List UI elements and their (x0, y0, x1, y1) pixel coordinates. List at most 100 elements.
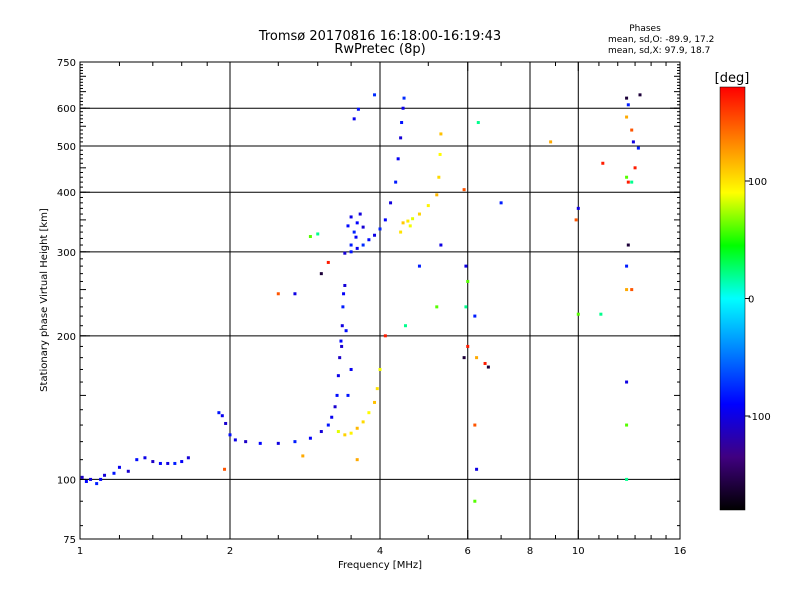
data-point (135, 458, 139, 462)
x-tick-label: 6 (465, 546, 471, 557)
y-tick-label: 400 (57, 188, 76, 199)
data-point (112, 471, 116, 475)
data-point (373, 233, 377, 237)
data-point (411, 217, 415, 221)
data-point (417, 212, 421, 216)
data-point (549, 140, 553, 144)
data-point (352, 117, 356, 121)
data-point (483, 361, 487, 365)
data-point (316, 232, 320, 236)
data-point (220, 414, 224, 418)
y-tick-label: 100 (57, 475, 76, 486)
data-point (574, 218, 578, 222)
data-point (346, 224, 350, 228)
data-point (439, 132, 443, 136)
data-point (625, 264, 629, 268)
data-point (186, 456, 190, 460)
data-point (403, 324, 407, 328)
data-point (84, 479, 88, 483)
data-point (630, 128, 634, 132)
y-tick-label: 300 (57, 248, 76, 259)
data-point (355, 458, 359, 462)
data-point (349, 431, 353, 435)
data-point (625, 288, 629, 292)
data-point (475, 467, 479, 471)
data-point (341, 305, 345, 309)
data-point (466, 279, 470, 283)
data-point (475, 356, 479, 360)
data-point (151, 460, 155, 464)
data-point (349, 250, 353, 254)
chart-title-line1: Tromsø 20170816 16:18:00-16:19:43 (258, 29, 501, 44)
legend-line-x: mean, sd,X: 97.9, 18.7 (608, 46, 710, 56)
data-point (576, 312, 580, 316)
data-point (343, 433, 347, 437)
data-point (355, 221, 359, 225)
data-point (358, 212, 362, 216)
data-point (89, 477, 93, 481)
data-point (626, 103, 630, 107)
data-point (373, 93, 377, 97)
data-point (394, 180, 398, 184)
data-point (406, 219, 410, 223)
data-point (355, 426, 359, 430)
y-tick-label: 500 (57, 142, 76, 153)
data-point (244, 440, 248, 444)
data-point (346, 393, 350, 397)
data-point (373, 400, 377, 404)
data-point (319, 430, 323, 434)
data-point (401, 106, 405, 110)
data-point (361, 420, 365, 424)
colorbar-tick-label: 0 (748, 295, 754, 306)
data-point (158, 461, 162, 465)
legend-heading: Phases (629, 24, 661, 34)
data-point (217, 411, 221, 415)
data-point (180, 460, 184, 464)
data-point (625, 115, 629, 119)
data-point (228, 433, 232, 437)
data-point (99, 477, 103, 481)
data-point (336, 430, 340, 434)
data-point (330, 415, 334, 419)
data-point (95, 482, 99, 486)
data-point (630, 180, 634, 184)
data-point (417, 264, 421, 268)
data-point (342, 292, 346, 296)
data-point (626, 180, 630, 184)
data-point (335, 393, 339, 397)
grid-lines (80, 62, 680, 539)
data-point (223, 467, 227, 471)
y-tick-label: 750 (57, 58, 76, 69)
y-axis-label: Stationary phase Virtual Height [km] (39, 208, 50, 392)
data-point (499, 201, 503, 205)
data-point (293, 292, 297, 296)
data-point (355, 246, 359, 250)
data-point (336, 374, 340, 378)
data-point (402, 96, 406, 100)
data-point (486, 365, 490, 369)
data-point (462, 356, 466, 360)
colorbar-tick-label: 100 (748, 177, 767, 188)
data-point (338, 356, 342, 360)
data-point (356, 107, 360, 111)
data-point (349, 243, 353, 247)
data-point (631, 140, 635, 144)
data-point (476, 121, 480, 125)
data-point (408, 224, 412, 228)
data-point (435, 305, 439, 309)
data-point (464, 264, 468, 268)
data-point (462, 188, 466, 192)
data-point (276, 441, 280, 445)
data-point (435, 193, 439, 197)
data-point (326, 260, 330, 264)
data-point (276, 292, 280, 296)
data-point (599, 312, 603, 316)
data-point (473, 499, 477, 503)
data-point (340, 324, 344, 328)
data-point (333, 405, 337, 409)
data-point (126, 469, 130, 473)
data-point (438, 152, 442, 156)
y-tick-label: 200 (57, 332, 76, 343)
data-point (143, 456, 147, 460)
y-tick-label: 75 (63, 535, 76, 546)
